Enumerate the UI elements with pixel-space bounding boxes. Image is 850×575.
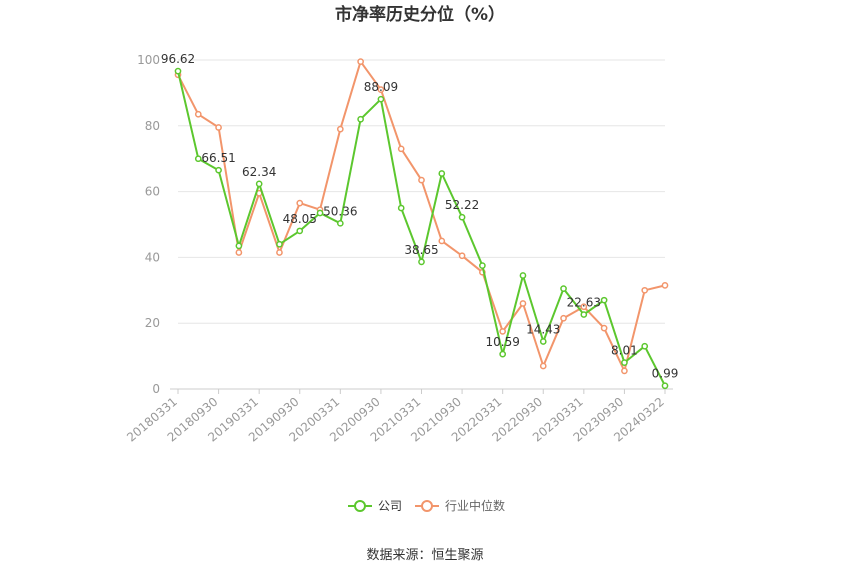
series-point-0	[539, 338, 547, 345]
series-point-1	[661, 282, 669, 289]
data-label: 88.09	[364, 80, 398, 94]
series-point-1	[621, 367, 628, 375]
source-note: 数据来源：恒生聚源	[366, 548, 483, 563]
series-point-1	[641, 286, 649, 294]
legend: 公司 行业中位数	[348, 498, 505, 513]
series-point-0	[438, 170, 446, 177]
series-line-1	[177, 60, 666, 372]
data-label: 62.34	[242, 165, 276, 179]
data-label: 0.99	[652, 367, 679, 381]
data-label: 96.62	[161, 52, 195, 66]
grid-lines	[178, 59, 665, 324]
series-point-0	[255, 180, 263, 188]
series-point-1	[499, 328, 507, 335]
series-point-1	[458, 252, 466, 260]
series-point-1	[235, 249, 243, 256]
y-axis-ticks: 0 20 40 60 80 100	[137, 53, 160, 396]
series-point-1	[438, 237, 446, 245]
y-tick-label: 80	[145, 119, 160, 133]
series-point-1	[418, 176, 425, 184]
legend-marker-1	[421, 500, 433, 512]
series-point-0	[215, 166, 222, 174]
series-point-0	[418, 258, 425, 266]
data-label: 52.22	[445, 198, 479, 212]
series-point-1	[519, 300, 527, 307]
series-point-0	[479, 262, 486, 269]
series-point-1	[397, 145, 405, 153]
series-point-1	[215, 124, 222, 131]
series-point-0	[397, 204, 405, 212]
data-label: 48.05	[283, 212, 317, 226]
series-lines	[174, 58, 669, 390]
chart-title: 市净率历史分位（%）	[335, 4, 505, 25]
legend-marker-0	[354, 500, 366, 512]
series-point-1	[336, 125, 344, 133]
y-tick-label: 20	[145, 316, 160, 330]
x-axis: 2018033120180930201903312019093020200331…	[124, 388, 673, 445]
series-point-1	[377, 86, 385, 93]
series-point-0	[276, 240, 283, 248]
data-label: 38.65	[404, 243, 438, 257]
series-point-1	[276, 249, 283, 256]
series-point-1	[560, 314, 567, 322]
y-tick-label: 100	[137, 53, 160, 67]
series-point-1	[539, 362, 547, 370]
series-point-0	[174, 67, 182, 75]
series-point-0	[560, 285, 567, 293]
data-label: 66.51	[201, 151, 235, 165]
series-point-0	[600, 296, 608, 304]
series-point-0	[316, 209, 324, 217]
series-point-1	[357, 58, 364, 65]
y-tick-label: 0	[152, 382, 160, 396]
series-point-0	[580, 311, 588, 318]
y-tick-label: 40	[145, 250, 160, 264]
series-point-1	[600, 324, 608, 332]
series-point-0	[296, 227, 304, 235]
series-point-0	[194, 155, 202, 163]
legend-label-1: 行业中位数	[445, 498, 505, 513]
data-label: 10.59	[485, 335, 519, 349]
y-tick-label: 60	[145, 185, 160, 199]
series-point-1	[580, 303, 588, 311]
series-point-1	[194, 110, 202, 118]
data-label: 22.63	[567, 296, 601, 310]
series-point-0	[458, 213, 466, 221]
series-point-0	[235, 242, 243, 250]
series-point-0	[621, 359, 628, 366]
data-label: 50.36	[323, 204, 357, 218]
series-line-0	[177, 70, 666, 387]
series-point-0	[661, 382, 669, 390]
series-point-0	[499, 350, 507, 358]
series-point-0	[519, 272, 527, 279]
data-label: 14.43	[526, 323, 560, 337]
series-point-0	[336, 219, 344, 227]
legend-label-0: 公司	[378, 499, 402, 513]
series-point-0	[357, 115, 364, 123]
series-point-0	[641, 342, 649, 350]
data-label: 8.01	[611, 344, 638, 358]
data-labels: 96.62 66.51 62.34 48.05 50.36 88.09 38.65 52.22…	[161, 52, 679, 381]
series-point-1	[296, 199, 304, 207]
series-point-0	[377, 95, 385, 103]
